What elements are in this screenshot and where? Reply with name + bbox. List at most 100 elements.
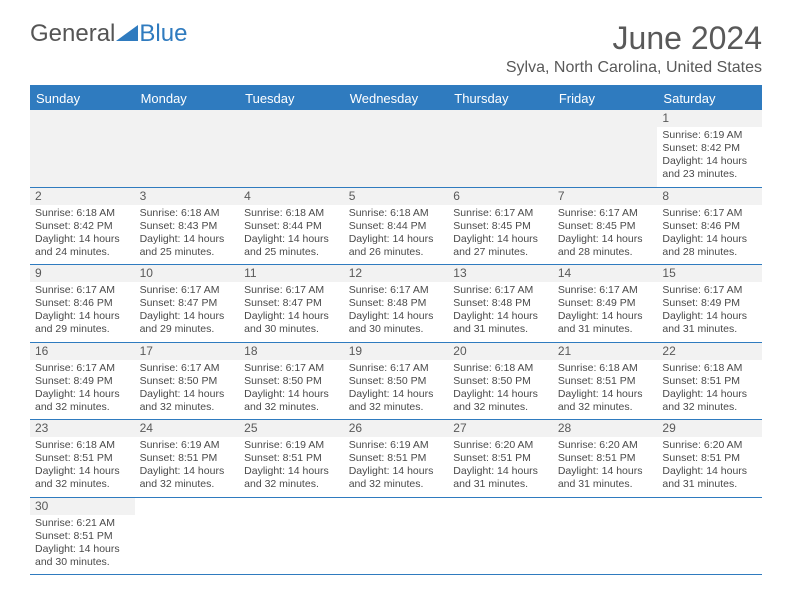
day-header-cell: Thursday [448, 87, 553, 110]
empty-cell [448, 110, 553, 187]
daylight-line: Daylight: 14 hours and 25 minutes. [244, 233, 339, 259]
day-number: 13 [448, 265, 553, 282]
daylight-line: Daylight: 14 hours and 30 minutes. [35, 543, 130, 569]
day-header-cell: Sunday [30, 87, 135, 110]
sunset-line: Sunset: 8:47 PM [140, 297, 235, 310]
daylight-line: Daylight: 14 hours and 32 minutes. [140, 465, 235, 491]
sunrise-line: Sunrise: 6:17 AM [558, 284, 653, 297]
header: General Blue June 2024 Sylva, North Caro… [30, 20, 762, 77]
day-header-cell: Monday [135, 87, 240, 110]
day-cell: 20Sunrise: 6:18 AMSunset: 8:50 PMDayligh… [448, 343, 553, 420]
day-cell: 14Sunrise: 6:17 AMSunset: 8:49 PMDayligh… [553, 265, 658, 342]
day-cell: 30Sunrise: 6:21 AMSunset: 8:51 PMDayligh… [30, 498, 135, 575]
sunrise-line: Sunrise: 6:18 AM [35, 207, 130, 220]
sunset-line: Sunset: 8:51 PM [662, 452, 757, 465]
day-cell: 22Sunrise: 6:18 AMSunset: 8:51 PMDayligh… [657, 343, 762, 420]
sunset-line: Sunset: 8:48 PM [453, 297, 548, 310]
sunrise-line: Sunrise: 6:18 AM [662, 362, 757, 375]
calendar: SundayMondayTuesdayWednesdayThursdayFrid… [30, 85, 762, 575]
sunrise-line: Sunrise: 6:17 AM [558, 207, 653, 220]
daylight-line: Daylight: 14 hours and 32 minutes. [558, 388, 653, 414]
day-cell: 28Sunrise: 6:20 AMSunset: 8:51 PMDayligh… [553, 420, 658, 497]
sunset-line: Sunset: 8:51 PM [244, 452, 339, 465]
day-header-row: SundayMondayTuesdayWednesdayThursdayFrid… [30, 87, 762, 110]
daylight-line: Daylight: 14 hours and 31 minutes. [453, 310, 548, 336]
week-row: 30Sunrise: 6:21 AMSunset: 8:51 PMDayligh… [30, 498, 762, 576]
day-number: 21 [553, 343, 658, 360]
sunset-line: Sunset: 8:44 PM [349, 220, 444, 233]
sunrise-line: Sunrise: 6:20 AM [662, 439, 757, 452]
day-number: 19 [344, 343, 449, 360]
day-number: 23 [30, 420, 135, 437]
sunrise-line: Sunrise: 6:19 AM [244, 439, 339, 452]
logo-text-2: Blue [139, 20, 187, 48]
daylight-line: Daylight: 14 hours and 28 minutes. [662, 233, 757, 259]
sunset-line: Sunset: 8:45 PM [453, 220, 548, 233]
sunrise-line: Sunrise: 6:17 AM [140, 362, 235, 375]
daylight-line: Daylight: 14 hours and 32 minutes. [244, 465, 339, 491]
sunset-line: Sunset: 8:47 PM [244, 297, 339, 310]
daylight-line: Daylight: 14 hours and 32 minutes. [244, 388, 339, 414]
sunset-line: Sunset: 8:51 PM [349, 452, 444, 465]
day-cell: 2Sunrise: 6:18 AMSunset: 8:42 PMDaylight… [30, 188, 135, 265]
week-row: 23Sunrise: 6:18 AMSunset: 8:51 PMDayligh… [30, 420, 762, 498]
day-number: 2 [30, 188, 135, 205]
daylight-line: Daylight: 14 hours and 32 minutes. [349, 465, 444, 491]
day-number: 8 [657, 188, 762, 205]
day-number: 6 [448, 188, 553, 205]
sunset-line: Sunset: 8:46 PM [35, 297, 130, 310]
day-cell: 3Sunrise: 6:18 AMSunset: 8:43 PMDaylight… [135, 188, 240, 265]
location: Sylva, North Carolina, United States [506, 59, 762, 77]
daylight-line: Daylight: 14 hours and 29 minutes. [140, 310, 235, 336]
sunrise-line: Sunrise: 6:17 AM [244, 362, 339, 375]
day-header-cell: Saturday [657, 87, 762, 110]
day-number: 7 [553, 188, 658, 205]
sunrise-line: Sunrise: 6:17 AM [349, 284, 444, 297]
day-cell: 17Sunrise: 6:17 AMSunset: 8:50 PMDayligh… [135, 343, 240, 420]
day-number: 30 [30, 498, 135, 515]
month-title: June 2024 [506, 20, 762, 57]
day-cell: 25Sunrise: 6:19 AMSunset: 8:51 PMDayligh… [239, 420, 344, 497]
sunset-line: Sunset: 8:51 PM [558, 375, 653, 388]
day-number: 3 [135, 188, 240, 205]
day-cell: 8Sunrise: 6:17 AMSunset: 8:46 PMDaylight… [657, 188, 762, 265]
logo-text-1: General [30, 20, 115, 48]
sunset-line: Sunset: 8:49 PM [558, 297, 653, 310]
sunset-line: Sunset: 8:48 PM [349, 297, 444, 310]
day-number: 12 [344, 265, 449, 282]
sunrise-line: Sunrise: 6:18 AM [349, 207, 444, 220]
day-cell: 9Sunrise: 6:17 AMSunset: 8:46 PMDaylight… [30, 265, 135, 342]
sunrise-line: Sunrise: 6:17 AM [35, 362, 130, 375]
sunset-line: Sunset: 8:43 PM [140, 220, 235, 233]
sunset-line: Sunset: 8:51 PM [453, 452, 548, 465]
sunrise-line: Sunrise: 6:17 AM [349, 362, 444, 375]
empty-cell [344, 110, 449, 187]
day-cell: 12Sunrise: 6:17 AMSunset: 8:48 PMDayligh… [344, 265, 449, 342]
sunrise-line: Sunrise: 6:17 AM [453, 284, 548, 297]
daylight-line: Daylight: 14 hours and 27 minutes. [453, 233, 548, 259]
sunrise-line: Sunrise: 6:19 AM [140, 439, 235, 452]
day-cell: 19Sunrise: 6:17 AMSunset: 8:50 PMDayligh… [344, 343, 449, 420]
sunrise-line: Sunrise: 6:17 AM [140, 284, 235, 297]
sunset-line: Sunset: 8:50 PM [140, 375, 235, 388]
sunset-line: Sunset: 8:49 PM [662, 297, 757, 310]
sunset-line: Sunset: 8:42 PM [662, 142, 757, 155]
day-cell: 26Sunrise: 6:19 AMSunset: 8:51 PMDayligh… [344, 420, 449, 497]
daylight-line: Daylight: 14 hours and 32 minutes. [35, 388, 130, 414]
sunrise-line: Sunrise: 6:19 AM [349, 439, 444, 452]
day-number: 18 [239, 343, 344, 360]
day-header-cell: Friday [553, 87, 658, 110]
week-row: 1Sunrise: 6:19 AMSunset: 8:42 PMDaylight… [30, 110, 762, 188]
day-number: 1 [657, 110, 762, 127]
day-number: 14 [553, 265, 658, 282]
daylight-line: Daylight: 14 hours and 32 minutes. [662, 388, 757, 414]
sunset-line: Sunset: 8:44 PM [244, 220, 339, 233]
day-cell: 4Sunrise: 6:18 AMSunset: 8:44 PMDaylight… [239, 188, 344, 265]
sunset-line: Sunset: 8:46 PM [662, 220, 757, 233]
day-cell: 1Sunrise: 6:19 AMSunset: 8:42 PMDaylight… [657, 110, 762, 187]
day-cell: 21Sunrise: 6:18 AMSunset: 8:51 PMDayligh… [553, 343, 658, 420]
sunset-line: Sunset: 8:51 PM [662, 375, 757, 388]
daylight-line: Daylight: 14 hours and 25 minutes. [140, 233, 235, 259]
sunset-line: Sunset: 8:50 PM [244, 375, 339, 388]
day-header-cell: Tuesday [239, 87, 344, 110]
